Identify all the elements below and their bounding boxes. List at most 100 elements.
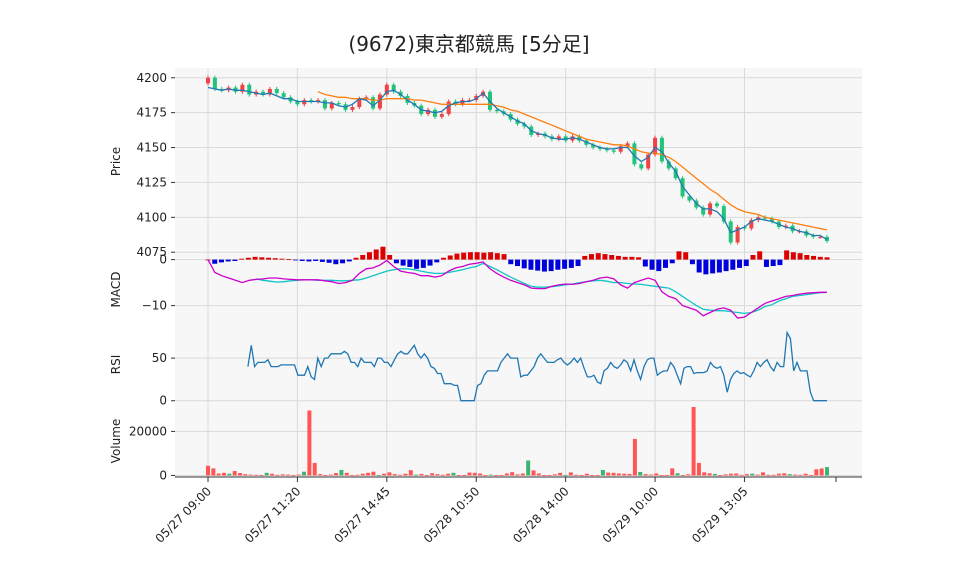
volume-bar bbox=[638, 471, 643, 476]
candle-body bbox=[206, 77, 210, 84]
macd-hist-bar bbox=[595, 253, 601, 260]
volume-bar bbox=[302, 471, 307, 476]
candle-body bbox=[515, 119, 520, 124]
volume-bar bbox=[819, 468, 824, 476]
volume-bar bbox=[542, 475, 547, 476]
candle-body bbox=[653, 137, 658, 155]
volume-bar bbox=[536, 473, 541, 476]
volume-bar bbox=[643, 474, 648, 476]
ma-long-line bbox=[317, 91, 828, 231]
rsi-ylabel: RSI bbox=[109, 355, 123, 375]
volume-bar bbox=[600, 469, 605, 476]
macd-hist-bar bbox=[669, 259, 675, 264]
candle-body bbox=[735, 227, 740, 243]
volume-bar bbox=[776, 473, 781, 476]
rsi-line bbox=[247, 330, 827, 402]
volume-bar bbox=[264, 472, 269, 476]
ma-short-line bbox=[207, 86, 828, 241]
volume-bar bbox=[510, 472, 515, 476]
price-y-tick-label: 4150 bbox=[136, 141, 167, 155]
candle-body bbox=[701, 207, 706, 215]
x-tick-label: 05/27 09:00 bbox=[153, 484, 215, 546]
volume-ylabel: Volume bbox=[109, 419, 123, 464]
macd-hist-bar bbox=[696, 259, 702, 273]
volume-bar bbox=[664, 475, 669, 476]
rsi-panel bbox=[247, 330, 827, 402]
candle-body bbox=[274, 88, 279, 94]
candle-body bbox=[247, 84, 252, 95]
volume-bar bbox=[787, 474, 792, 476]
macd-hist-bar bbox=[689, 259, 695, 265]
macd-hist-bar bbox=[508, 259, 514, 265]
candle-body bbox=[639, 164, 644, 169]
price-ylabel: Price bbox=[109, 147, 123, 176]
volume-bar bbox=[568, 472, 573, 476]
candle-body bbox=[460, 100, 465, 105]
macd-hist-bar bbox=[252, 256, 258, 260]
macd-hist-bar bbox=[811, 255, 817, 260]
volume-bar bbox=[211, 468, 216, 476]
volume-bar bbox=[744, 474, 749, 476]
macd-hist-bar bbox=[326, 259, 332, 263]
candle-body bbox=[673, 168, 678, 179]
volume-bar bbox=[558, 472, 563, 476]
volume-bar bbox=[291, 475, 296, 476]
macd-hist-bar bbox=[380, 246, 386, 260]
volume-bar bbox=[632, 438, 637, 476]
candle-body bbox=[439, 114, 444, 117]
x-axis: 05/27 09:00 05/27 11:20 05/27 14:45 05/28 1… bbox=[153, 476, 862, 546]
macd-hist-bar bbox=[292, 259, 298, 261]
volume-bar bbox=[259, 475, 264, 476]
macd-hist-bar bbox=[515, 259, 520, 267]
macd-hist-bar bbox=[366, 252, 372, 260]
macd-hist-bar bbox=[750, 255, 756, 260]
volume-bar bbox=[579, 475, 584, 476]
macd-hist-bar bbox=[683, 252, 689, 260]
macd-hist-bar bbox=[676, 251, 682, 260]
volume-bar bbox=[750, 473, 755, 476]
macd-hist-bar bbox=[266, 257, 272, 260]
candle-body bbox=[494, 109, 499, 112]
x-tick-label: 05/28 14:00 bbox=[510, 484, 572, 546]
macd-hist-bar bbox=[642, 259, 648, 267]
macd-hist-bar bbox=[703, 259, 709, 275]
macd-hist-bar bbox=[454, 253, 460, 260]
volume-bar bbox=[627, 473, 632, 476]
volume-bar bbox=[243, 474, 248, 476]
candle-body bbox=[618, 146, 623, 152]
candle-body bbox=[577, 136, 582, 141]
macd-hist-bar bbox=[225, 259, 231, 262]
candle-body bbox=[659, 137, 664, 162]
macd-hist-bar bbox=[440, 257, 446, 260]
volume-bar bbox=[387, 472, 392, 476]
macd-hist-bar bbox=[622, 256, 628, 260]
candle-body bbox=[371, 97, 376, 109]
macd-hist-bar bbox=[784, 250, 790, 260]
macd-hist-bar bbox=[474, 252, 480, 260]
candle-body bbox=[357, 98, 362, 108]
macd-ylabel: MACD bbox=[109, 272, 123, 308]
macd-hist-bar bbox=[797, 253, 803, 260]
x-tick-label: 05/29 10:00 bbox=[600, 484, 662, 546]
macd-hist-bar bbox=[447, 255, 453, 260]
candle-body bbox=[522, 123, 527, 127]
volume-bar bbox=[467, 472, 472, 476]
volume-bar bbox=[478, 473, 483, 476]
grid-lines bbox=[175, 68, 862, 477]
volume-bar bbox=[782, 473, 787, 476]
macd-hist-bar bbox=[313, 259, 319, 261]
volume-bar bbox=[590, 475, 595, 476]
volume-bar bbox=[696, 462, 701, 476]
candle-body bbox=[467, 100, 472, 102]
macd-hist-bar bbox=[488, 252, 494, 260]
macd-hist-bar bbox=[501, 254, 507, 260]
macd-hist-bar bbox=[461, 252, 467, 260]
macd-line bbox=[207, 259, 827, 319]
volume-y-tick-label: 20000 bbox=[129, 424, 167, 438]
macd-hist-bar bbox=[407, 259, 413, 267]
macd-hist-bar bbox=[770, 259, 776, 267]
volume-bar bbox=[766, 474, 771, 476]
candle-body bbox=[446, 101, 451, 115]
candle-body bbox=[302, 100, 307, 105]
